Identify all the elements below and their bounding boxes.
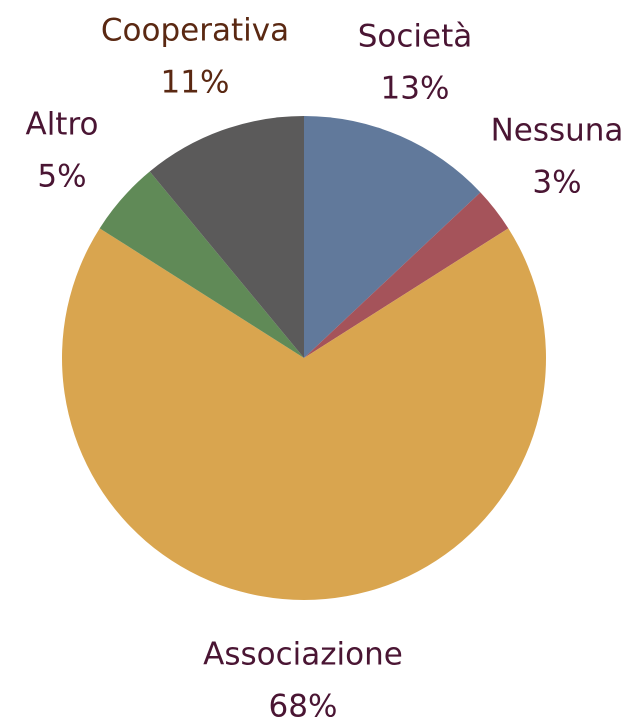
- slice-value-label: 5%: [37, 159, 86, 195]
- slice-label: Cooperativa: [101, 13, 289, 49]
- pie-slice: [304, 116, 481, 358]
- pie-slice: [304, 192, 509, 358]
- slice-label: Società: [358, 19, 473, 55]
- slice-value-label: 11%: [161, 65, 230, 101]
- slice-label: Associazione: [203, 637, 403, 673]
- pie-slice: [99, 171, 305, 358]
- slice-label: Nessuna: [491, 113, 624, 149]
- slice-value-label: 3%: [532, 165, 581, 201]
- pie-slice: [61, 228, 547, 601]
- pie-slice: [149, 116, 304, 358]
- slice-label: Altro: [25, 107, 98, 143]
- slice-value-label: 68%: [269, 689, 338, 722]
- slice-value-label: 13%: [381, 71, 450, 107]
